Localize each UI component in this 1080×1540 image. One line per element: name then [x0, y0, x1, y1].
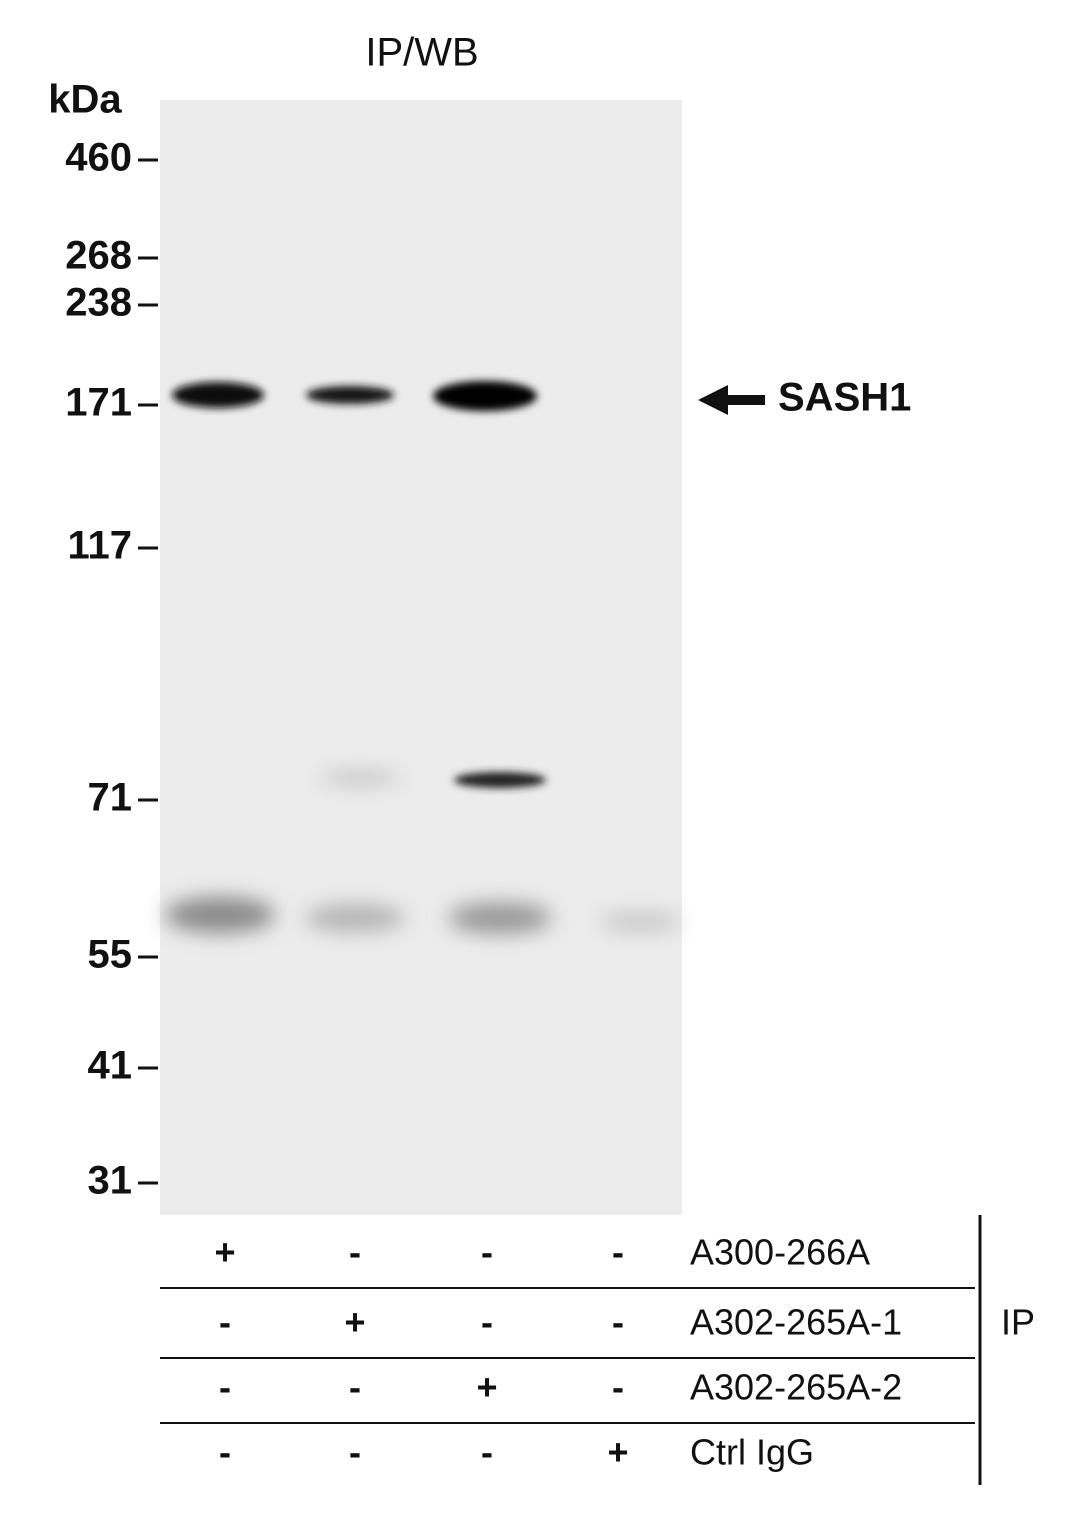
band: [448, 902, 552, 934]
unit-label: kDa: [48, 78, 122, 122]
marker-label: 31: [88, 1159, 133, 1203]
ip-cell: -: [481, 1432, 493, 1473]
band: [454, 772, 546, 788]
ip-cell: -: [481, 1302, 493, 1343]
marker-label: 55: [88, 933, 133, 977]
marker-label: 268: [65, 234, 132, 278]
band: [306, 386, 394, 404]
ip-row-label: A300-266A: [690, 1232, 870, 1273]
ip-cell: -: [219, 1432, 231, 1473]
blot-membrane: [160, 100, 682, 1215]
ip-row-label: Ctrl IgG: [690, 1432, 814, 1473]
marker-label: 460: [65, 136, 132, 180]
ip-row-label: A302-265A-1: [690, 1302, 902, 1343]
ip-cell: -: [219, 1302, 231, 1343]
ip-cell: -: [481, 1232, 493, 1273]
title: IP/WB: [365, 31, 478, 75]
band: [600, 912, 680, 932]
band: [305, 904, 405, 932]
ip-cell: +: [607, 1432, 628, 1473]
marker-label: 238: [65, 281, 132, 325]
marker-label: 171: [65, 381, 132, 425]
marker-label: 117: [67, 524, 132, 568]
ip-row-label: A302-265A-2: [690, 1367, 902, 1408]
ip-cell: +: [476, 1367, 497, 1408]
band-label: SASH1: [778, 376, 911, 420]
ip-cell: -: [349, 1232, 361, 1273]
bands: [165, 381, 680, 934]
band: [172, 382, 264, 408]
ip-cell: -: [612, 1232, 624, 1273]
band: [165, 897, 275, 933]
group-label: IP: [1001, 1302, 1035, 1343]
arrow: [698, 385, 765, 415]
ip-cell: -: [612, 1367, 624, 1408]
marker-label: 41: [88, 1044, 133, 1088]
band: [433, 381, 537, 411]
marker-label: 71: [88, 776, 133, 820]
ip-cell: -: [612, 1302, 624, 1343]
ip-cell: -: [349, 1432, 361, 1473]
ip-cell: +: [344, 1302, 365, 1343]
band: [320, 772, 400, 784]
ip-cell: -: [219, 1367, 231, 1408]
ip-cell: -: [349, 1367, 361, 1408]
ip-cell: +: [214, 1232, 235, 1273]
